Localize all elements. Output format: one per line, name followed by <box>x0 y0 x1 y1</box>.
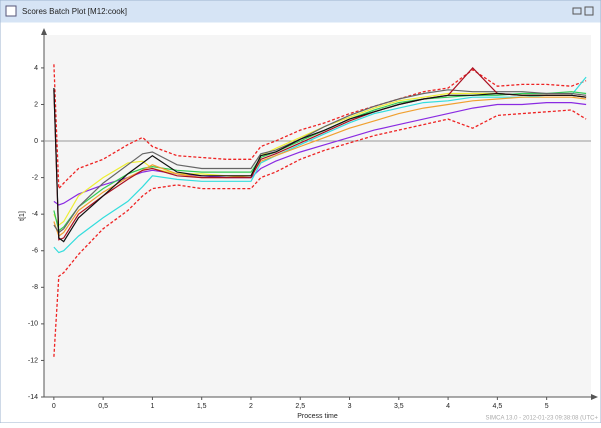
x-tick-label: 5 <box>545 403 549 410</box>
x-tick-label: 1 <box>150 403 154 410</box>
window-title: Scores Batch Plot [M12:cook] <box>22 7 127 16</box>
y-axis-arrow <box>41 28 47 35</box>
y-tick-label: -10 <box>28 321 38 328</box>
series-line <box>53 67 587 241</box>
x-tick-label: 0,5 <box>98 403 108 410</box>
x-tick-label: 4 <box>446 403 450 410</box>
x-tick-label: 0 <box>52 403 56 410</box>
window-icon <box>5 5 17 17</box>
series-line <box>53 109 587 357</box>
x-tick-label: 1,5 <box>197 403 207 410</box>
maximize-button[interactable] <box>584 6 594 16</box>
x-axis-arrow <box>591 394 598 400</box>
series-line <box>53 89 587 234</box>
series-line <box>53 96 587 238</box>
y-tick-label: -8 <box>32 284 38 291</box>
y-axis-label: t[1] <box>19 211 26 221</box>
footer: SIMCA 13.0 - 2012-01-23 09:38:08 (UTC+ <box>485 416 598 422</box>
series-line <box>53 87 587 243</box>
y-tick-label: 0 <box>34 138 38 145</box>
y-tick-label: -14 <box>28 394 38 401</box>
y-tick-label: 4 <box>34 65 38 72</box>
title-bar <box>0 0 601 23</box>
minimize-button[interactable] <box>572 7 582 15</box>
series-line <box>53 102 587 206</box>
series-line <box>53 64 587 191</box>
y-tick-label: -2 <box>32 174 38 181</box>
x-tick-label: 2 <box>249 403 253 410</box>
x-tick-label: 2,5 <box>295 403 305 410</box>
y-tick-label: -12 <box>28 357 38 364</box>
x-tick-label: 4,5 <box>493 403 503 410</box>
x-tick-label: 3,5 <box>394 403 404 410</box>
y-tick-label: 2 <box>34 101 38 108</box>
y-tick-label: -4 <box>32 211 38 218</box>
x-tick-label: 3 <box>348 403 352 410</box>
y-tick-label: -6 <box>32 248 38 255</box>
plot-background <box>44 35 591 397</box>
x-axis-label: Process time <box>297 413 338 420</box>
